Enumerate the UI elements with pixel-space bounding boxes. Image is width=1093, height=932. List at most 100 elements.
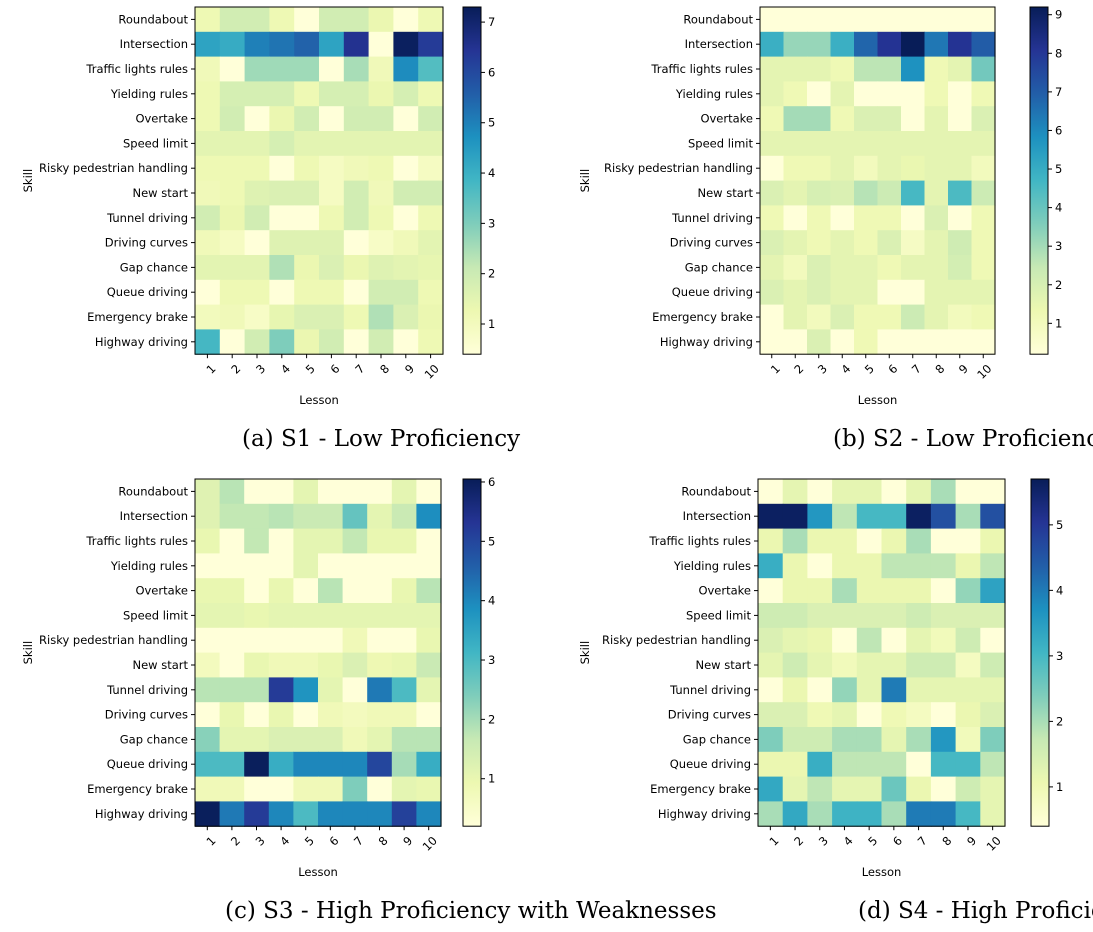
heatmap-cell <box>758 751 784 778</box>
y-tick-label: Tunnel driving <box>671 211 753 225</box>
heatmap-cell <box>948 131 973 157</box>
heatmap-cell <box>906 553 932 579</box>
heatmap-cell <box>343 205 370 231</box>
x-tick-label: 3 <box>815 362 830 377</box>
heatmap-cell <box>980 751 1006 778</box>
heatmap-cell <box>318 578 344 604</box>
heatmap-cell <box>195 255 221 281</box>
heatmap-cell <box>856 727 883 753</box>
heatmap-cell <box>807 304 832 330</box>
heatmap-cell <box>830 304 855 330</box>
heatmap-cell <box>881 801 907 827</box>
heatmap-cell <box>901 255 926 281</box>
heatmap-cell <box>268 627 294 654</box>
heatmap-cell <box>367 677 393 703</box>
heatmap-cell <box>948 31 973 58</box>
heatmap-cell <box>760 230 785 256</box>
heatmap-cell <box>342 553 368 579</box>
heatmap-cell <box>342 801 368 827</box>
x-tick-label: 5 <box>303 362 318 377</box>
heatmap-cell <box>955 801 981 827</box>
heatmap-cell <box>760 255 785 281</box>
heatmap-cell <box>854 255 879 281</box>
heatmap-cell <box>807 255 832 281</box>
heatmap-cell <box>881 727 907 753</box>
heatmap-cell <box>195 503 221 530</box>
x-tick-label: 3 <box>253 362 268 377</box>
heatmap-cell <box>877 155 902 182</box>
heatmap-cell <box>760 31 785 58</box>
heatmap-cell <box>948 180 973 206</box>
heatmap-cell <box>906 603 932 629</box>
heatmap-cell <box>758 553 784 579</box>
heatmap-cell <box>418 31 444 58</box>
heatmap-cell <box>807 180 832 206</box>
heatmap-cell <box>924 230 949 256</box>
heatmap-cell <box>807 81 832 107</box>
heatmap-cell <box>854 180 879 206</box>
heatmap-cell <box>782 603 808 629</box>
heatmap-cell <box>195 155 221 182</box>
heatmap-cell <box>368 7 394 33</box>
heatmap-cell <box>219 801 245 827</box>
heatmap-cell <box>948 155 973 182</box>
heatmap-cell <box>268 801 294 827</box>
heatmap-cell <box>393 304 419 330</box>
heatmap-cell <box>924 131 949 157</box>
heatmap-cell <box>418 106 444 132</box>
heatmap-cell <box>219 702 245 728</box>
y-tick-label: Yielding rules <box>110 559 188 573</box>
heatmap-cell <box>924 31 949 58</box>
heatmap-cell <box>293 801 319 827</box>
heatmap-cell <box>807 627 833 654</box>
y-tick-label: Traffic lights rules <box>85 534 188 548</box>
heatmap-cell <box>832 727 858 753</box>
y-tick-label: Risky pedestrian handling <box>602 633 751 647</box>
heatmap-cell <box>418 155 444 182</box>
heatmap-cell <box>268 603 294 629</box>
heatmap-cell <box>948 329 973 355</box>
heatmap-cell <box>219 528 245 554</box>
heatmap-cell <box>293 627 319 654</box>
heatmap-cell <box>393 205 419 231</box>
heatmap-cell <box>418 304 444 330</box>
heatmap-cell <box>244 81 270 107</box>
heatmap-cell <box>393 7 419 33</box>
y-tick-label: Emergency brake <box>650 782 751 796</box>
heatmap-cell <box>318 801 344 827</box>
heatmap-cell <box>877 304 902 330</box>
y-tick-label: Overtake <box>135 584 188 598</box>
heatmap-cell <box>367 702 393 728</box>
heatmap-cell <box>219 479 245 505</box>
heatmap-cell <box>244 230 270 256</box>
heatmap-cell <box>294 131 320 157</box>
heatmap-cell <box>342 702 368 728</box>
heatmap-cell <box>343 31 370 58</box>
heatmap-cell <box>268 553 294 579</box>
heatmap-cell <box>832 751 858 778</box>
heatmap-cell <box>971 31 996 58</box>
heatmap-cell <box>782 627 808 654</box>
heatmap-cell <box>807 553 833 579</box>
heatmap-cell <box>854 230 879 256</box>
heatmap-panel: Roundabout Intersection Traffic lights rul… <box>21 6 520 452</box>
heatmap-cell <box>195 205 221 231</box>
y-tick-label: Emergency brake <box>87 782 188 796</box>
y-tick-label: Roundabout <box>681 484 751 498</box>
heatmap-cell <box>854 205 879 231</box>
heatmap-cell <box>980 528 1006 554</box>
heatmap-cell <box>901 7 926 33</box>
y-axis-label: Skill <box>578 169 592 193</box>
heatmap-cell <box>782 702 808 728</box>
x-tick-label: 7 <box>351 834 366 849</box>
heatmap-cell <box>219 329 246 355</box>
heatmap-cell <box>760 205 785 231</box>
heatmap-cell <box>906 627 932 654</box>
heatmap-cell <box>758 702 784 728</box>
heatmap-cell <box>760 329 785 355</box>
heatmap-cell <box>343 106 370 132</box>
heatmap-cell <box>758 677 784 703</box>
heatmap-cell <box>391 727 417 753</box>
heatmap-cell <box>195 7 221 33</box>
heatmap-cell <box>906 578 932 604</box>
